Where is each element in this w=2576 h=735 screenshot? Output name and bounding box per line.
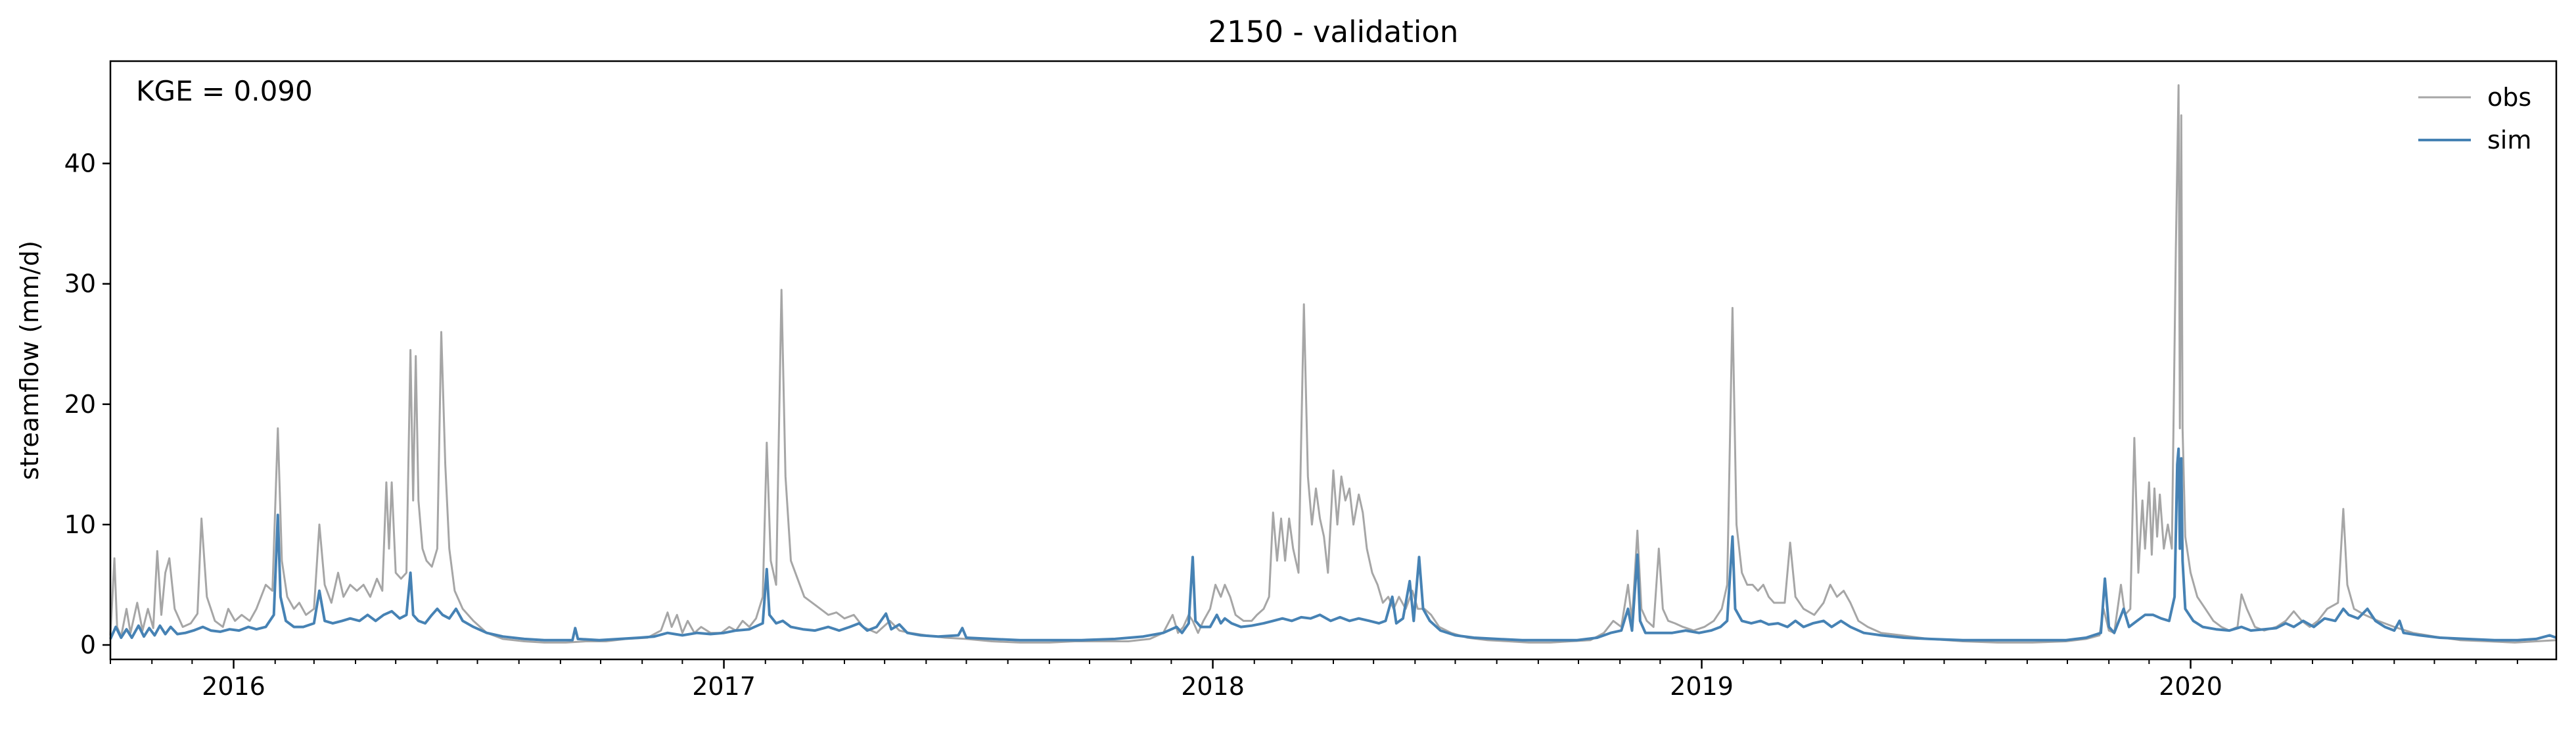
series-line-sim [109,447,2557,642]
y-axis-label: streamflow (mm/d) [15,241,44,480]
legend-label-obs: obs [2487,83,2531,112]
y-tick-label: 10 [64,510,96,539]
x-tick-label: 2020 [2159,672,2222,701]
x-tick-label: 2019 [1670,672,1734,701]
y-tick-label: 40 [64,149,96,178]
y-tick-label: 30 [64,270,96,298]
y-tick-label: 0 [80,630,96,659]
x-tick-label: 2017 [692,672,756,701]
series-line-obs [109,84,2557,644]
x-tick-label: 2018 [1181,672,1245,701]
x-tick-label: 2016 [202,672,265,701]
plot-area [109,84,2557,644]
axes: 0 10 20 30 40 2016 2017 2018 2019 2020 [64,60,2558,701]
legend-label-sim: sim [2487,126,2531,154]
chart-title: 2150 - validation [1208,14,1459,49]
legend: obs sim [2418,83,2531,154]
y-tick-label: 20 [64,390,96,419]
kge-annotation: KGE = 0.090 [136,75,313,107]
